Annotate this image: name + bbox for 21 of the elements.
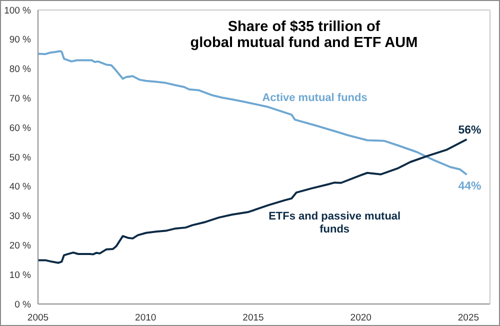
data-label: 56%: [458, 124, 482, 136]
x-tick-label: 2010: [135, 312, 156, 324]
y-tick-label: 90 %: [9, 34, 32, 46]
y-tick-label: 10 %: [9, 270, 32, 281]
y-tick-label: 70 %: [9, 94, 32, 105]
x-tick-label: 2015: [242, 312, 264, 324]
y-tick-label: 60 %: [9, 122, 32, 134]
series-label: Active mutual funds: [262, 92, 368, 104]
y-tick-label: 80 %: [9, 64, 32, 76]
y-tick-label: 0 %: [14, 299, 32, 310]
y-tick-label: 40 %: [9, 182, 32, 193]
y-tick-label: 100 %: [4, 5, 32, 16]
text: Share of $35 trillion of global mutual fund and ETF AUM: [189, 19, 419, 51]
series-label: ETFs and passive mutual funds: [268, 210, 401, 236]
x-tick-label: 2005: [27, 312, 49, 324]
y-tick-label: 30 %: [9, 211, 32, 222]
y-tick-label: 50 %: [9, 152, 32, 164]
x-tick-label: 2020: [350, 312, 372, 324]
y-tick-label: 20 %: [9, 240, 32, 252]
data-label: 44%: [458, 180, 482, 193]
x-tick-label: 2025: [458, 312, 480, 324]
